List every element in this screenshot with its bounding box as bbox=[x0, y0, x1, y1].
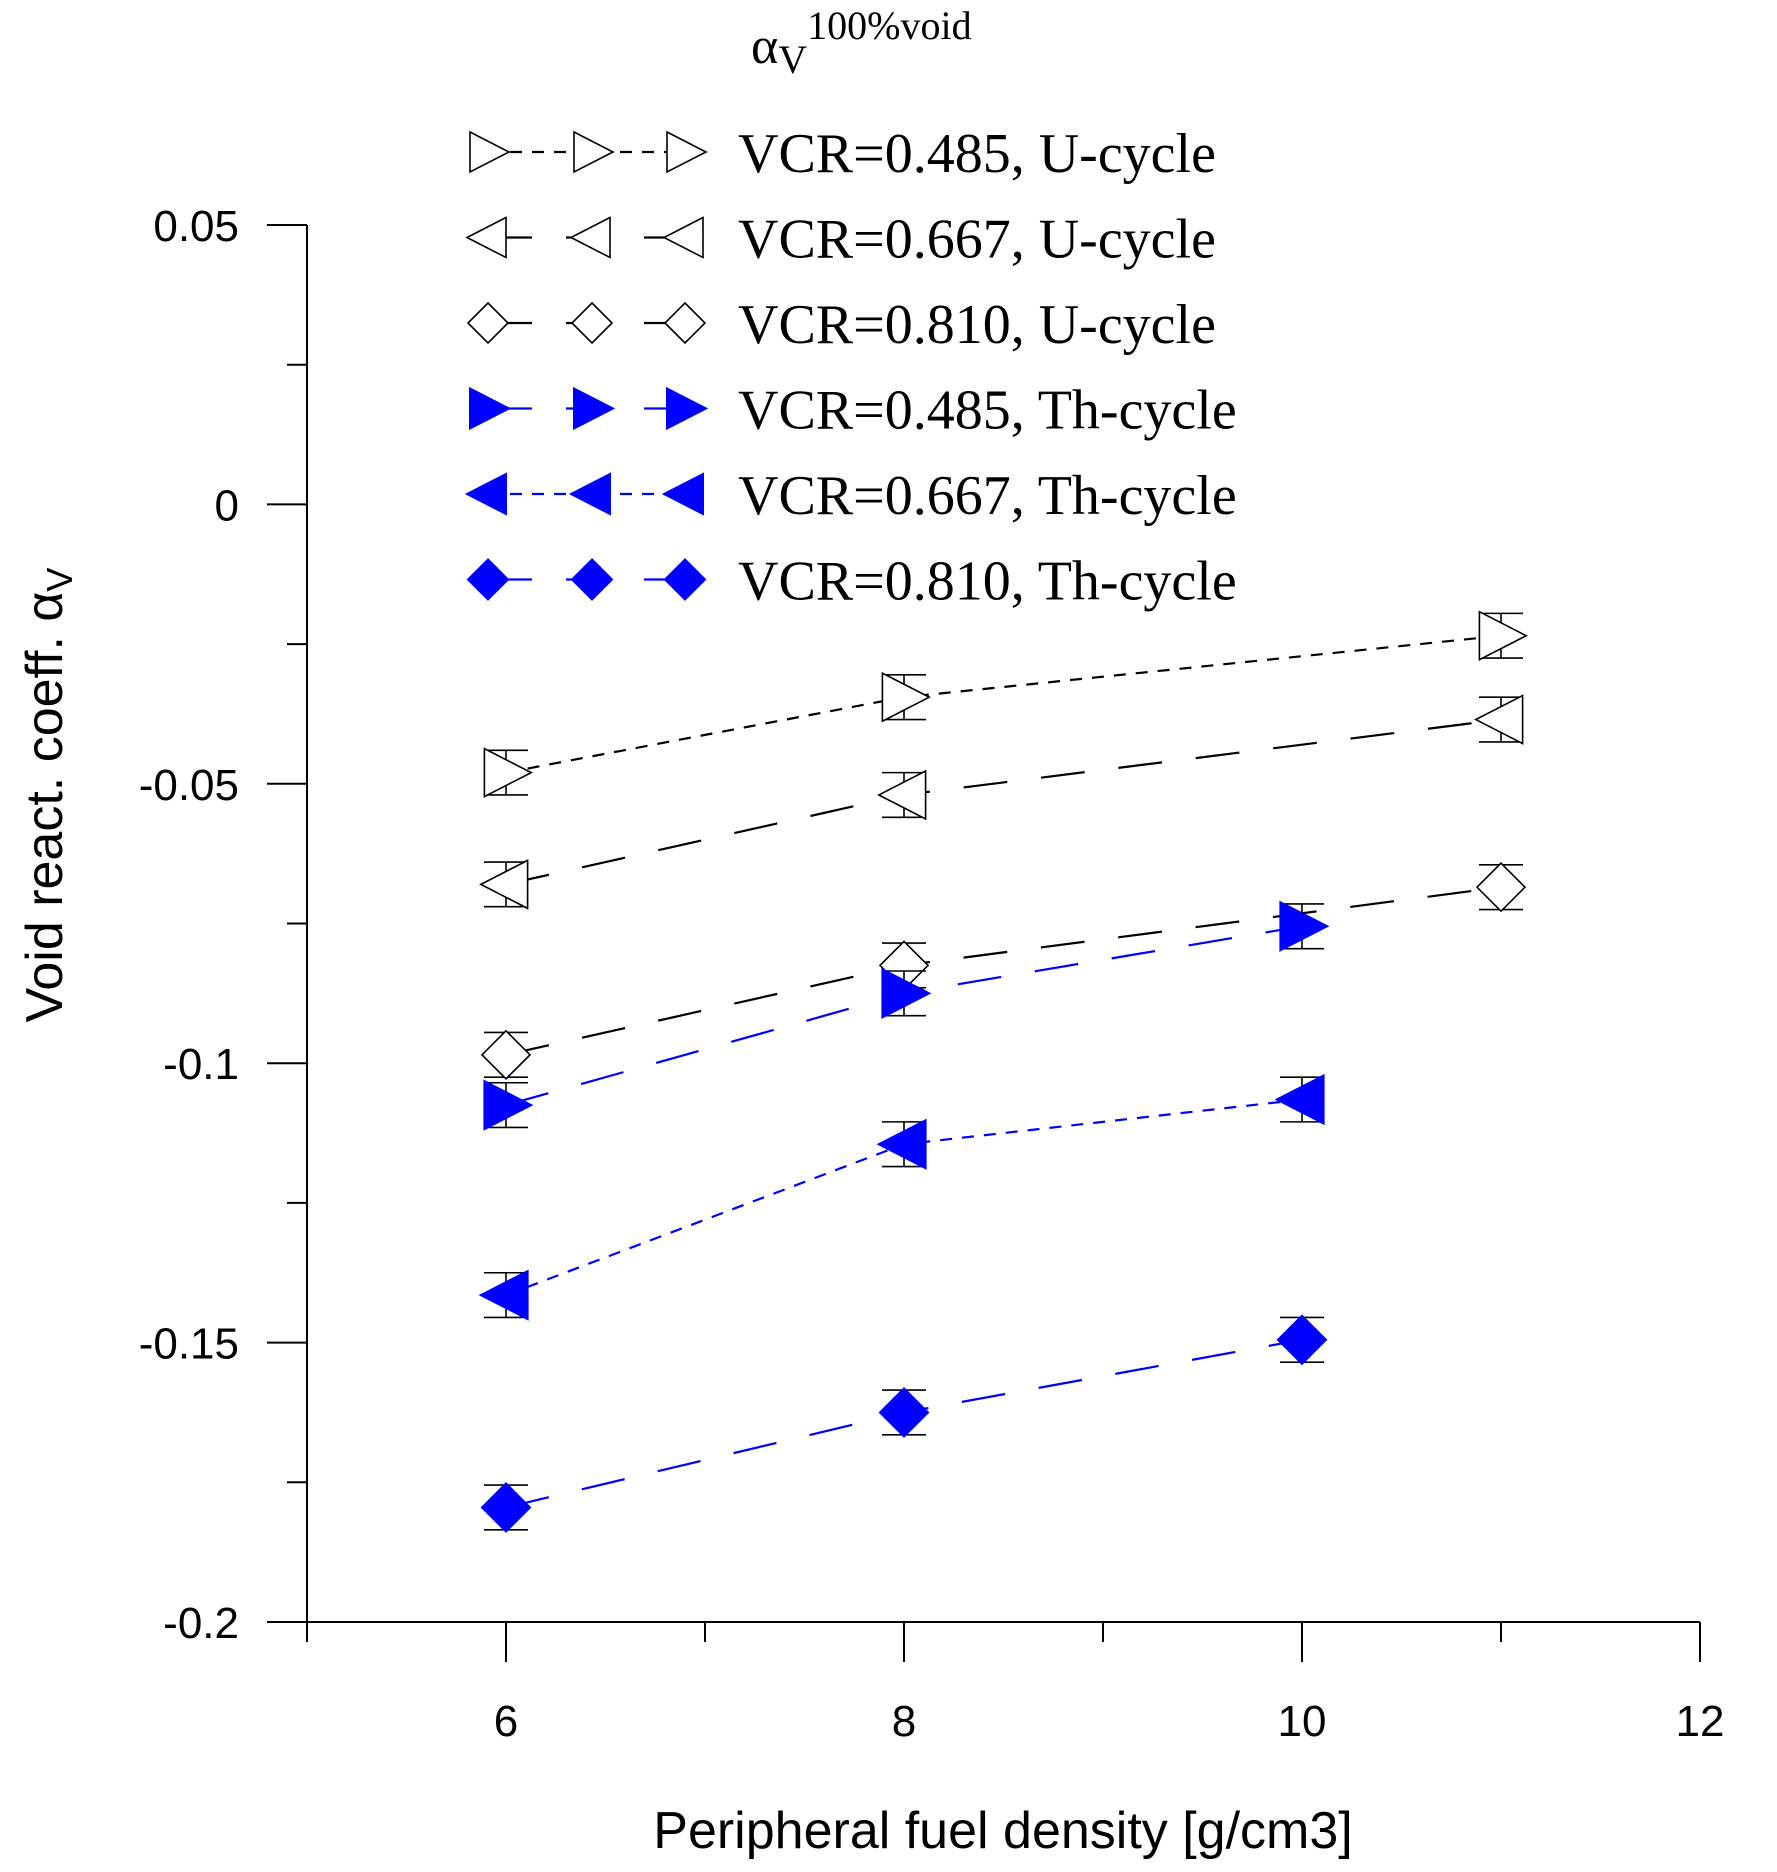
data-point bbox=[876, 1118, 927, 1170]
y-tick-label: -0.15 bbox=[139, 1320, 239, 1369]
series-3 bbox=[480, 862, 1527, 1080]
legend: αV100%void VCR=0.485, U-cycle VCR=0.667, … bbox=[464, 3, 1237, 613]
series-layer bbox=[478, 610, 1528, 1533]
data-point bbox=[1478, 610, 1528, 662]
legend-title-sup: 100%void bbox=[807, 3, 971, 48]
legend-marker bbox=[568, 472, 611, 516]
x-tick-label: 10 bbox=[1278, 1697, 1327, 1746]
legend-marker bbox=[663, 301, 707, 345]
series-6 bbox=[480, 1314, 1328, 1533]
legend-marker bbox=[466, 301, 510, 345]
data-point bbox=[881, 967, 932, 1019]
y-axis-title: Void react. coeff. αV bbox=[16, 568, 80, 1023]
legend-label: VCR=0.485, U-cycle bbox=[738, 123, 1216, 185]
series-line bbox=[505, 886, 1502, 1056]
legend-entry-6: VCR=0.810, Th-cycle bbox=[466, 551, 1237, 613]
legend-marker bbox=[465, 216, 507, 259]
legend-entry-3: VCR=0.810, U-cycle bbox=[466, 294, 1216, 356]
series-2 bbox=[479, 694, 1524, 910]
data-point bbox=[1474, 694, 1524, 745]
data-point bbox=[478, 1269, 529, 1321]
data-point bbox=[878, 1387, 930, 1438]
data-point bbox=[1475, 862, 1527, 913]
legend-marker bbox=[666, 130, 708, 174]
legend-entry-2: VCR=0.667, U-cycle bbox=[465, 209, 1216, 271]
legend-marker bbox=[570, 558, 614, 601]
series-4 bbox=[483, 900, 1330, 1131]
legend-title-sub: V bbox=[778, 37, 807, 82]
y-tick-label: 0 bbox=[215, 481, 239, 530]
y-tick-label: -0.05 bbox=[139, 761, 239, 810]
legend-marker bbox=[661, 472, 704, 516]
legend-marker bbox=[469, 130, 511, 174]
legend-marker bbox=[573, 386, 616, 431]
legend-marker bbox=[663, 558, 707, 601]
series-5 bbox=[478, 1073, 1325, 1321]
legend-marker bbox=[464, 472, 507, 516]
data-point bbox=[483, 747, 533, 798]
data-point bbox=[1274, 1073, 1325, 1126]
x-axis-title: Peripheral fuel density [g/cm3] bbox=[653, 1802, 1352, 1860]
data-point bbox=[881, 671, 931, 723]
data-point bbox=[1276, 1314, 1328, 1366]
y-tick-label: -0.2 bbox=[163, 1599, 239, 1648]
legend-label: VCR=0.485, Th-cycle bbox=[738, 380, 1237, 442]
legend-marker bbox=[570, 301, 614, 345]
legend-entry-5: VCR=0.667, Th-cycle bbox=[464, 465, 1237, 527]
legend-marker bbox=[569, 216, 611, 259]
legend-title-symbol: α bbox=[751, 18, 778, 75]
y-tick-label: 0.05 bbox=[153, 202, 239, 251]
axes-layer: 0.05 0 -0.05 -0.1 -0.15 -0.2 6 8 10 12 bbox=[139, 202, 1725, 1746]
legend-label: VCR=0.810, U-cycle bbox=[738, 294, 1216, 356]
legend-items: VCR=0.485, U-cycle VCR=0.667, U-cycle VCR=… bbox=[464, 123, 1237, 613]
x-tick-label: 8 bbox=[892, 1697, 916, 1746]
series-1 bbox=[483, 610, 1528, 798]
legend-marker bbox=[469, 386, 512, 431]
legend-label: VCR=0.667, U-cycle bbox=[738, 209, 1216, 271]
y-axis-title-sub: V bbox=[39, 568, 80, 592]
data-point bbox=[480, 1029, 532, 1080]
legend-title: αV100%void bbox=[751, 3, 972, 82]
data-point bbox=[1279, 900, 1330, 952]
x-tick-label: 6 bbox=[494, 1697, 518, 1746]
legend-marker bbox=[466, 558, 510, 601]
data-point bbox=[877, 769, 927, 821]
data-point bbox=[483, 1079, 534, 1131]
series-line bbox=[505, 634, 1502, 774]
legend-entry-4: VCR=0.485, Th-cycle bbox=[469, 380, 1237, 442]
legend-entry-1: VCR=0.485, U-cycle bbox=[469, 123, 1216, 185]
legend-marker bbox=[573, 130, 615, 174]
legend-label: VCR=0.810, Th-cycle bbox=[738, 551, 1237, 613]
data-point bbox=[480, 1482, 532, 1533]
legend-marker bbox=[666, 386, 709, 431]
data-point bbox=[479, 859, 529, 910]
legend-marker bbox=[662, 216, 704, 259]
legend-label: VCR=0.667, Th-cycle bbox=[738, 465, 1237, 527]
x-tick-label: 12 bbox=[1676, 1697, 1725, 1746]
series-line bbox=[505, 718, 1502, 886]
y-axis-title-main: Void react. coeff. α bbox=[16, 592, 74, 1023]
y-tick-label: -0.1 bbox=[163, 1040, 239, 1089]
